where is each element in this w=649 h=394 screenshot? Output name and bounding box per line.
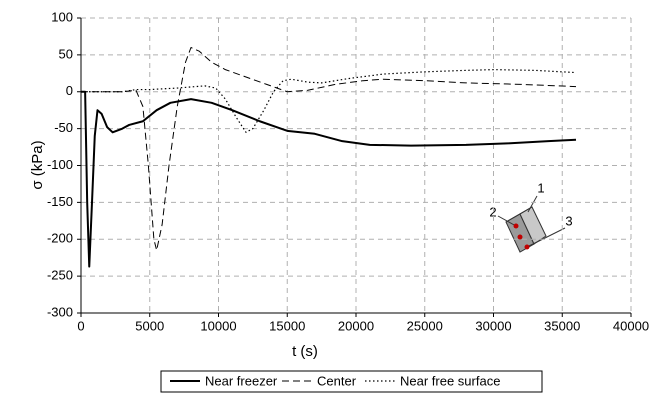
y-tick-label: -200: [47, 231, 73, 246]
legend-label: Near freezer: [205, 373, 278, 388]
inset-cube: [497, 195, 566, 253]
x-tick-label: 15000: [269, 318, 305, 333]
y-tick-label: -150: [47, 194, 73, 209]
legend-label: Near free surface: [400, 373, 500, 388]
y-tick-label: -50: [54, 120, 73, 135]
x-tick-label: 20000: [338, 318, 374, 333]
x-tick-label: 35000: [544, 318, 580, 333]
x-tick-label: 0: [77, 318, 84, 333]
x-tick-label: 30000: [475, 318, 511, 333]
line-series: [81, 47, 577, 251]
y-tick-label: -250: [47, 268, 73, 283]
x-tick-label: 40000: [613, 318, 649, 333]
y-tick-label: 100: [51, 9, 73, 24]
annotation: 1: [537, 180, 544, 195]
y-tick-label: -100: [47, 157, 73, 172]
y-tick-label: 50: [59, 46, 73, 61]
legend-label: Center: [317, 373, 357, 388]
x-tick-label: 5000: [135, 318, 164, 333]
annotation: 3: [565, 213, 572, 228]
y-tick-label: -300: [47, 304, 73, 319]
y-tick-label: 0: [66, 83, 73, 98]
x-tick-label: 10000: [200, 318, 236, 333]
line-series: [81, 69, 577, 133]
x-tick-label: 25000: [407, 318, 443, 333]
x-axis-label: t (s): [292, 343, 318, 360]
legend-box: [160, 370, 543, 393]
y-axis-label: σ (kPa): [29, 140, 46, 189]
line-series: [81, 90, 577, 268]
